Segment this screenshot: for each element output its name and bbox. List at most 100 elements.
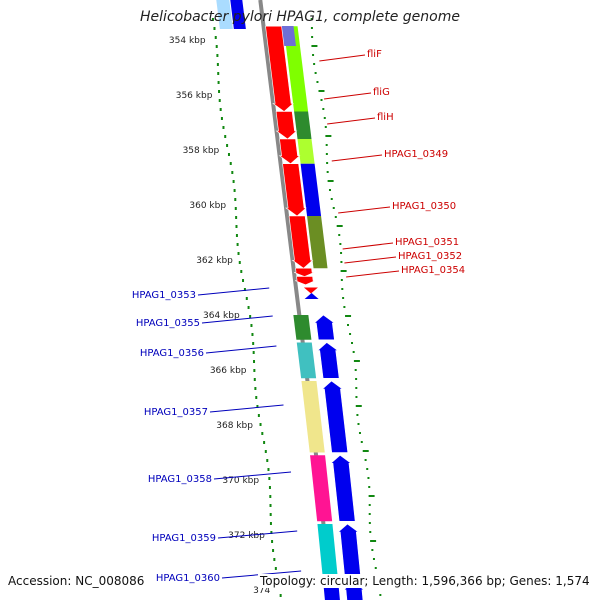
gc-dot xyxy=(267,468,270,471)
gc-dot xyxy=(367,477,370,479)
gene-label: HPAG1_0354 xyxy=(401,265,465,276)
gc-dot xyxy=(340,279,343,281)
gc-dot xyxy=(231,171,234,174)
gc-dot xyxy=(354,369,357,371)
cog-block xyxy=(293,315,312,340)
gc-dot xyxy=(374,567,377,569)
forward-cog-track xyxy=(283,26,328,269)
gene-label: HPAG1_0350 xyxy=(392,201,456,212)
gc-dot xyxy=(355,396,358,398)
gc-dot xyxy=(253,378,256,381)
gc-dot xyxy=(227,153,230,156)
tick-label: 362 kbp xyxy=(196,256,233,266)
label-leader xyxy=(213,471,292,480)
gc-dot xyxy=(368,504,371,506)
gc-skew-dots xyxy=(211,18,385,597)
gc-dot xyxy=(368,513,371,515)
tick-label: 372 kbp xyxy=(228,531,265,541)
gc-dot xyxy=(372,558,375,560)
gene-arrow xyxy=(337,523,361,577)
gc-dot xyxy=(216,54,219,57)
gc-dot xyxy=(256,405,259,408)
gc-dot xyxy=(266,459,269,462)
gc-dot xyxy=(235,225,238,228)
gc-dot xyxy=(339,243,342,245)
gc-dot xyxy=(352,351,355,353)
gene-label: HPAG1_0353 xyxy=(132,290,196,301)
tick-label: 364 kbp xyxy=(203,311,240,321)
label-leader xyxy=(344,256,397,264)
gc-dot xyxy=(325,135,332,137)
gc-dot xyxy=(379,594,382,596)
gc-dot xyxy=(273,558,276,561)
gene-label: HPAG1_0356 xyxy=(140,348,204,359)
gc-dot xyxy=(242,279,245,282)
gc-dot xyxy=(355,378,358,380)
gc-dot xyxy=(237,252,240,255)
gc-dot xyxy=(326,162,329,164)
gc-dot xyxy=(310,18,313,20)
gene-arrow xyxy=(275,111,298,140)
gc-dot xyxy=(351,342,354,344)
cog-block xyxy=(294,111,312,139)
gc-dot xyxy=(310,27,313,29)
gene-label: HPAG1_0360 xyxy=(156,573,220,584)
gc-dot xyxy=(368,495,375,497)
gc-dot xyxy=(340,261,343,263)
gc-dot xyxy=(263,441,266,444)
gc-dot xyxy=(269,522,272,525)
gc-dot xyxy=(240,270,243,273)
gc-dot xyxy=(326,171,329,173)
partial-gene xyxy=(281,26,296,46)
gc-dot xyxy=(233,189,236,192)
gc-dot xyxy=(368,486,371,488)
gc-dot xyxy=(323,117,326,119)
gene-label: HPAG1_0355 xyxy=(136,318,200,329)
gc-dot xyxy=(364,459,367,461)
label-leader xyxy=(205,345,277,354)
gc-dot xyxy=(269,513,272,516)
genome-summary-text: Topology: circular; Length: 1,596,366 bp… xyxy=(258,574,592,588)
gc-dot xyxy=(269,504,272,507)
cog-block xyxy=(301,381,325,453)
gene-arrow xyxy=(288,215,314,269)
gc-dot xyxy=(370,540,377,542)
gc-dot xyxy=(253,360,256,363)
gc-dot xyxy=(355,387,358,389)
gc-dot xyxy=(362,450,369,452)
gc-dot xyxy=(311,36,314,38)
gc-dot xyxy=(243,288,246,291)
gc-dot xyxy=(216,63,219,66)
gene-label: HPAG1_0357 xyxy=(144,407,208,418)
tick-label: 374 xyxy=(253,586,270,596)
gc-dot xyxy=(213,27,216,30)
gc-dot xyxy=(334,216,337,218)
gc-dot xyxy=(360,441,363,443)
gc-dot xyxy=(342,297,345,299)
gene-track xyxy=(216,0,365,600)
gene-label: HPAG1_0352 xyxy=(398,251,462,262)
label-leader xyxy=(331,154,383,162)
tick-label: 358 kbp xyxy=(183,146,220,156)
gc-dot xyxy=(349,333,352,335)
gc-dot xyxy=(268,486,271,489)
partial-gene xyxy=(230,0,246,29)
gc-dot xyxy=(340,270,347,272)
cog-block xyxy=(297,139,315,164)
gc-dot xyxy=(328,189,331,191)
gc-dot xyxy=(371,549,374,551)
gc-dot xyxy=(252,342,255,345)
gc-dot xyxy=(218,99,221,102)
gc-dot xyxy=(249,315,252,318)
gc-dot xyxy=(341,288,344,290)
gc-dot xyxy=(358,432,361,434)
cog-block xyxy=(296,342,317,379)
gc-dot xyxy=(322,108,325,110)
gc-dot xyxy=(251,333,254,336)
gene-label: fliH xyxy=(377,112,394,123)
gc-dot xyxy=(271,540,274,543)
gc-dot xyxy=(314,72,317,74)
gc-dot xyxy=(270,531,273,534)
gc-dot xyxy=(325,144,328,146)
